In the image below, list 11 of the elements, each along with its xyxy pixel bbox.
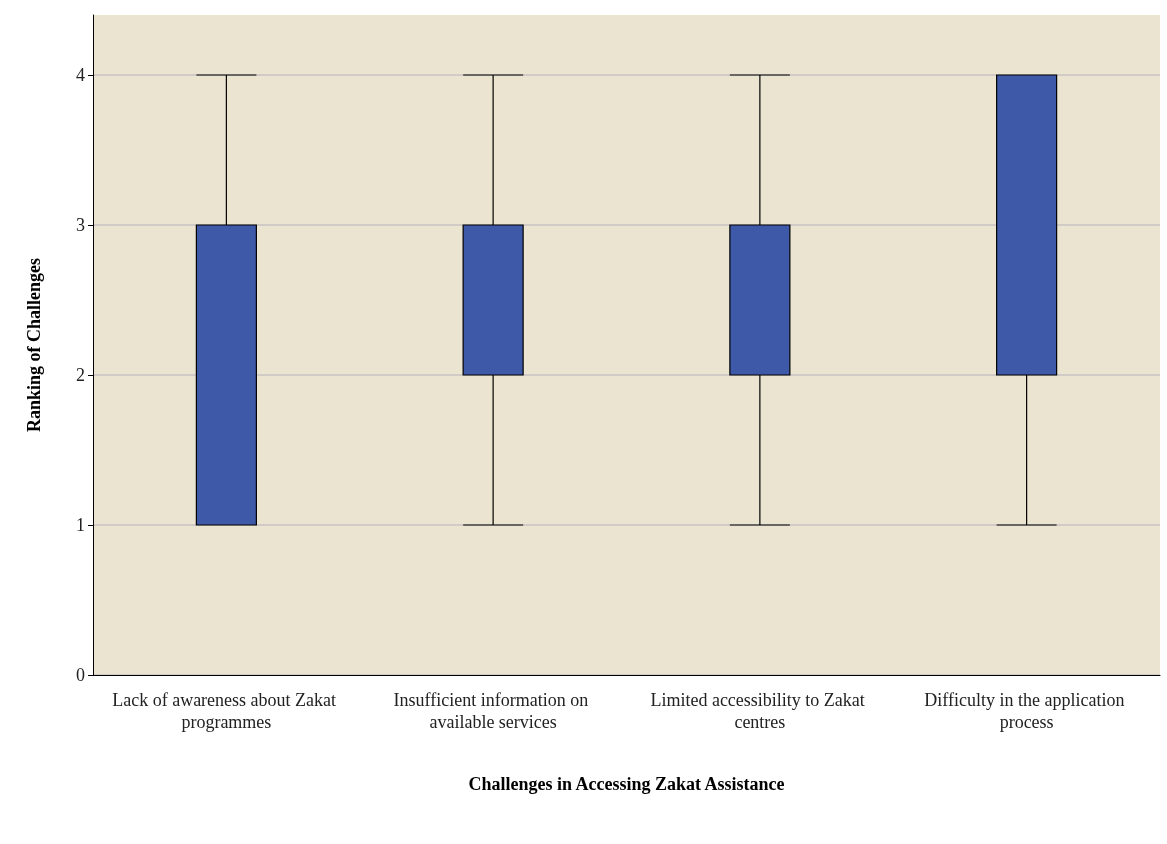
x-tick-label: Difficulty in the application process: [924, 690, 1129, 732]
y-tick-label: 3: [76, 215, 85, 235]
y-tick-label: 2: [76, 365, 85, 385]
x-tick-label: Lack of awareness about Zakat programmes: [112, 690, 341, 732]
y-tick-label: 0: [76, 665, 85, 685]
x-tick-label: Limited accessibility to Zakat centres: [650, 690, 870, 732]
y-tick-label: 1: [76, 515, 85, 535]
y-axis-title: Ranking of Challenges: [24, 257, 44, 433]
x-axis-title: Challenges in Accessing Zakat Assistance: [468, 774, 785, 794]
x-tick-label: Insufficient information on available services: [393, 690, 593, 732]
y-tick-label: 4: [76, 65, 85, 85]
